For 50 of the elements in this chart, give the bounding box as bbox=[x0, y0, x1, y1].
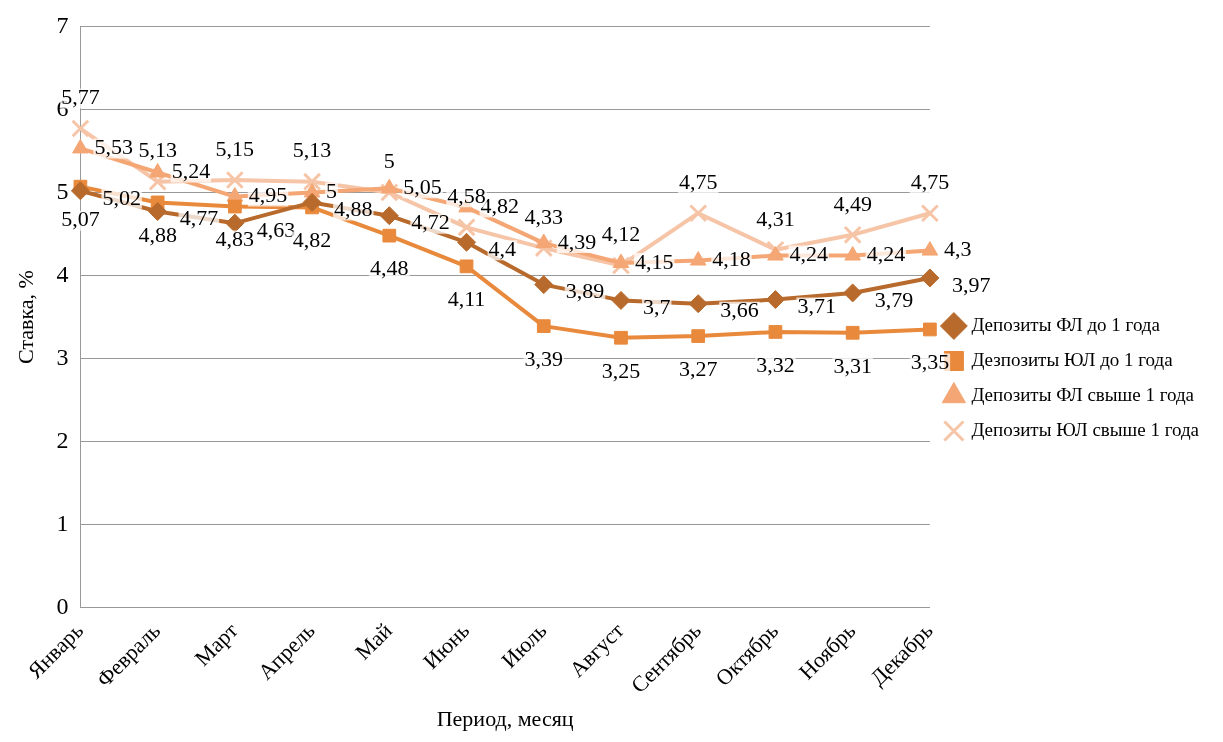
data-label: 4,75 bbox=[910, 169, 950, 194]
data-label: 4,15 bbox=[634, 248, 674, 274]
data-label: 5 bbox=[383, 148, 395, 174]
data-label: 4,24 bbox=[866, 241, 906, 267]
data-label: 4,31 bbox=[756, 205, 795, 231]
y-tick-label: 5 bbox=[56, 177, 69, 204]
data-label: 5,07 bbox=[61, 206, 100, 232]
data-label: 4,4 bbox=[488, 236, 517, 262]
legend-label: Депозиты ФЛ до 1 года bbox=[971, 313, 1161, 335]
data-label: 3,71 bbox=[797, 293, 836, 319]
data-label: 5,13 bbox=[292, 137, 332, 163]
y-tick-label: 4 bbox=[56, 260, 69, 287]
legend-label: Депозиты ЮЛ свыше 1 года bbox=[971, 418, 1200, 440]
data-label: 3,89 bbox=[565, 278, 605, 304]
data-label: 4,18 bbox=[712, 246, 751, 272]
data-label: 4,39 bbox=[557, 228, 597, 254]
legend-label: Дезпозиты ЮЛ до 1 года bbox=[971, 348, 1174, 370]
data-label: 5,05 bbox=[403, 174, 442, 200]
data-label: 3,79 bbox=[874, 286, 914, 312]
data-label: 3,31 bbox=[833, 352, 872, 378]
data-label: 5,53 bbox=[94, 134, 133, 160]
data-label: 4,48 bbox=[370, 255, 409, 281]
data-label: 3,66 bbox=[720, 297, 759, 323]
data-label: 4,33 bbox=[524, 203, 564, 229]
data-label: 3,32 bbox=[756, 351, 795, 377]
data-label: 4,11 bbox=[447, 286, 486, 312]
data-label: 3,7 bbox=[642, 294, 671, 320]
data-label: 3,35 bbox=[910, 349, 950, 375]
x-axis-title: Период, месяц bbox=[436, 705, 574, 731]
data-label: 3,27 bbox=[678, 355, 718, 381]
data-label: 3,97 bbox=[951, 271, 991, 297]
data-label: 5,15 bbox=[215, 135, 255, 161]
data-label: 5,02 bbox=[102, 184, 141, 210]
data-label: 4,75 bbox=[678, 169, 718, 194]
data-label: 4,88 bbox=[138, 222, 177, 248]
legend-label: Депозиты ФЛ свыше 1 года bbox=[971, 383, 1195, 405]
y-tick-label: 7 bbox=[56, 11, 69, 38]
data-label: 4,12 bbox=[601, 221, 641, 247]
data-label: 3,39 bbox=[524, 345, 564, 371]
data-label: 4,3 bbox=[943, 236, 972, 262]
data-label: 3,25 bbox=[601, 357, 641, 383]
y-axis-title: Ставка, % bbox=[12, 270, 38, 364]
data-label: 4,95 bbox=[248, 182, 288, 208]
data-label: 4,72 bbox=[411, 209, 450, 235]
data-label: 4,49 bbox=[833, 190, 872, 216]
data-label: 4,24 bbox=[789, 241, 828, 267]
y-tick-label: 1 bbox=[56, 509, 69, 536]
y-tick-label: 2 bbox=[56, 426, 69, 453]
y-tick-label: 0 bbox=[56, 592, 69, 619]
y-tick-label: 3 bbox=[56, 343, 69, 370]
